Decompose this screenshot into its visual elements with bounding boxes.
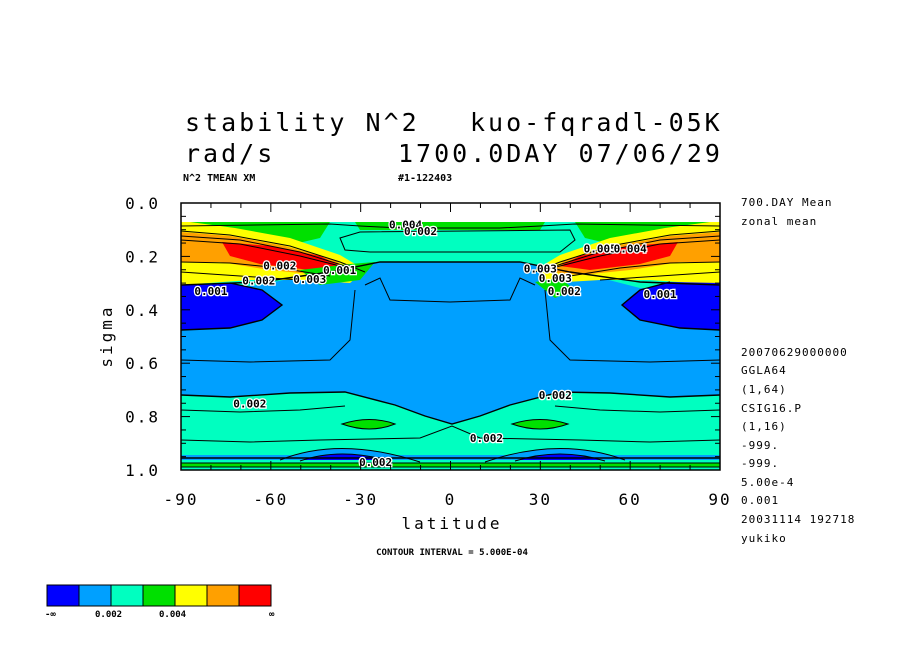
side-metadata-line: GGLA64 xyxy=(741,364,787,377)
contour-label: 0.002 xyxy=(233,397,266,410)
colorbar-label: ∞ xyxy=(269,610,275,620)
fill-region-top-band xyxy=(181,222,720,292)
colorbar-swatch xyxy=(206,584,240,607)
contour-label: 0.002 xyxy=(470,432,503,445)
fill-region-right-polar-blue xyxy=(622,282,720,330)
contour-label: 0.005 xyxy=(584,242,617,255)
side-mean-label: 700.DAY Mean xyxy=(741,196,833,209)
side-metadata-line: 0.001 xyxy=(741,494,780,507)
y-tick-label: 1.0 xyxy=(125,461,160,480)
side-metadata-line: CSIG16.P xyxy=(741,402,802,415)
contour-label: 0.002 xyxy=(539,389,572,402)
y-tick-label: 0.6 xyxy=(125,354,160,373)
fill-region-left-red xyxy=(222,242,340,270)
time-label: 1700.0DAY 07/06/29 xyxy=(398,139,723,168)
contour-label: 0.003 xyxy=(524,262,557,275)
contour-label: 0.001 xyxy=(194,285,227,298)
x-tick-label: -30 xyxy=(343,490,378,509)
contour-label: 0.004 xyxy=(389,218,422,231)
side-metadata-line: -999. xyxy=(741,439,780,452)
contour-label: 0.002 xyxy=(359,456,392,469)
fill-region-green-right-blob xyxy=(512,419,568,429)
contour-label: 0.002 xyxy=(263,260,296,273)
fill-region-left-polar-blue xyxy=(181,283,282,330)
colorbar-swatch xyxy=(110,584,144,607)
axis-ticks xyxy=(180,202,721,471)
colorbar-swatch xyxy=(174,584,208,607)
subtitle-variable: N^2 TMEAN XM xyxy=(183,173,256,184)
contour-label: 0.001 xyxy=(323,264,356,277)
contour-label: 0.002 xyxy=(404,225,437,238)
colorbar-label: -∞ xyxy=(45,610,56,620)
x-tick-label: 90 xyxy=(708,490,731,509)
x-axis-label: latitude xyxy=(401,514,502,533)
y-tick-label: 0.0 xyxy=(125,194,160,213)
subtitle-run-id: #1-122403 xyxy=(398,173,453,184)
units-label: rad/s xyxy=(185,139,276,168)
contour-interval-label: CONTOUR INTERVAL = 5.000E-04 xyxy=(376,548,528,558)
plot-title: stability N^2 xyxy=(185,108,420,137)
fill-region-green-left-blob xyxy=(342,419,395,429)
contour-label: 0.003 xyxy=(293,273,326,286)
contour-label: 0.002 xyxy=(548,285,581,298)
side-metadata-line: -999. xyxy=(741,457,780,470)
y-tick-label: 0.8 xyxy=(125,408,160,427)
colorbar-label: 0.002 xyxy=(95,610,122,620)
colorbar-swatch xyxy=(238,584,272,607)
fill-region-green-left-lower xyxy=(300,262,375,285)
side-metadata-line: yukiko xyxy=(741,532,787,545)
side-metadata-line: (1,16) xyxy=(741,420,787,433)
colorbar: -∞ 0.002 0.004 ∞ xyxy=(45,584,275,620)
y-tick-labels: 0.0 0.2 0.4 0.6 0.8 1.0 xyxy=(125,194,160,480)
fill-region-top-blank xyxy=(181,203,720,222)
contour-label: 0.002 xyxy=(242,274,275,287)
colorbar-swatch xyxy=(46,584,80,607)
x-tick-label: 60 xyxy=(619,490,642,509)
x-tick-label: 0 xyxy=(445,490,457,509)
fill-region-right-red xyxy=(560,242,678,270)
y-axis-label: sigma xyxy=(97,304,116,367)
colorbar-swatch xyxy=(78,584,112,607)
y-tick-label: 0.2 xyxy=(125,247,160,266)
x-tick-label: -90 xyxy=(164,490,199,509)
side-metadata-line: (1,64) xyxy=(741,383,787,396)
contour-label: 0.004 xyxy=(614,242,647,255)
fill-region-top-green-center xyxy=(355,222,545,230)
x-tick-labels: -90 -60 -30 0 30 60 90 xyxy=(164,490,731,509)
contour-label: 0.003 xyxy=(539,272,572,285)
side-metadata-line: 5.00e-4 xyxy=(741,476,795,489)
side-metadata-line: 20070629000000 xyxy=(741,346,848,359)
x-tick-label: -60 xyxy=(253,490,288,509)
y-tick-label: 0.4 xyxy=(125,301,160,320)
side-metadata-line: 20031114 192718 xyxy=(741,513,856,526)
colorbar-label: 0.004 xyxy=(159,610,187,620)
x-tick-label: 30 xyxy=(529,490,552,509)
experiment-name: kuo-fqradl-05K xyxy=(470,108,723,137)
fill-region-green-right-lower xyxy=(535,278,575,298)
colorbar-swatch xyxy=(142,584,176,607)
contour-label: 0.001 xyxy=(644,288,677,301)
fill-region-lower-band xyxy=(181,392,720,455)
side-zonal-label: zonal mean xyxy=(741,215,818,228)
